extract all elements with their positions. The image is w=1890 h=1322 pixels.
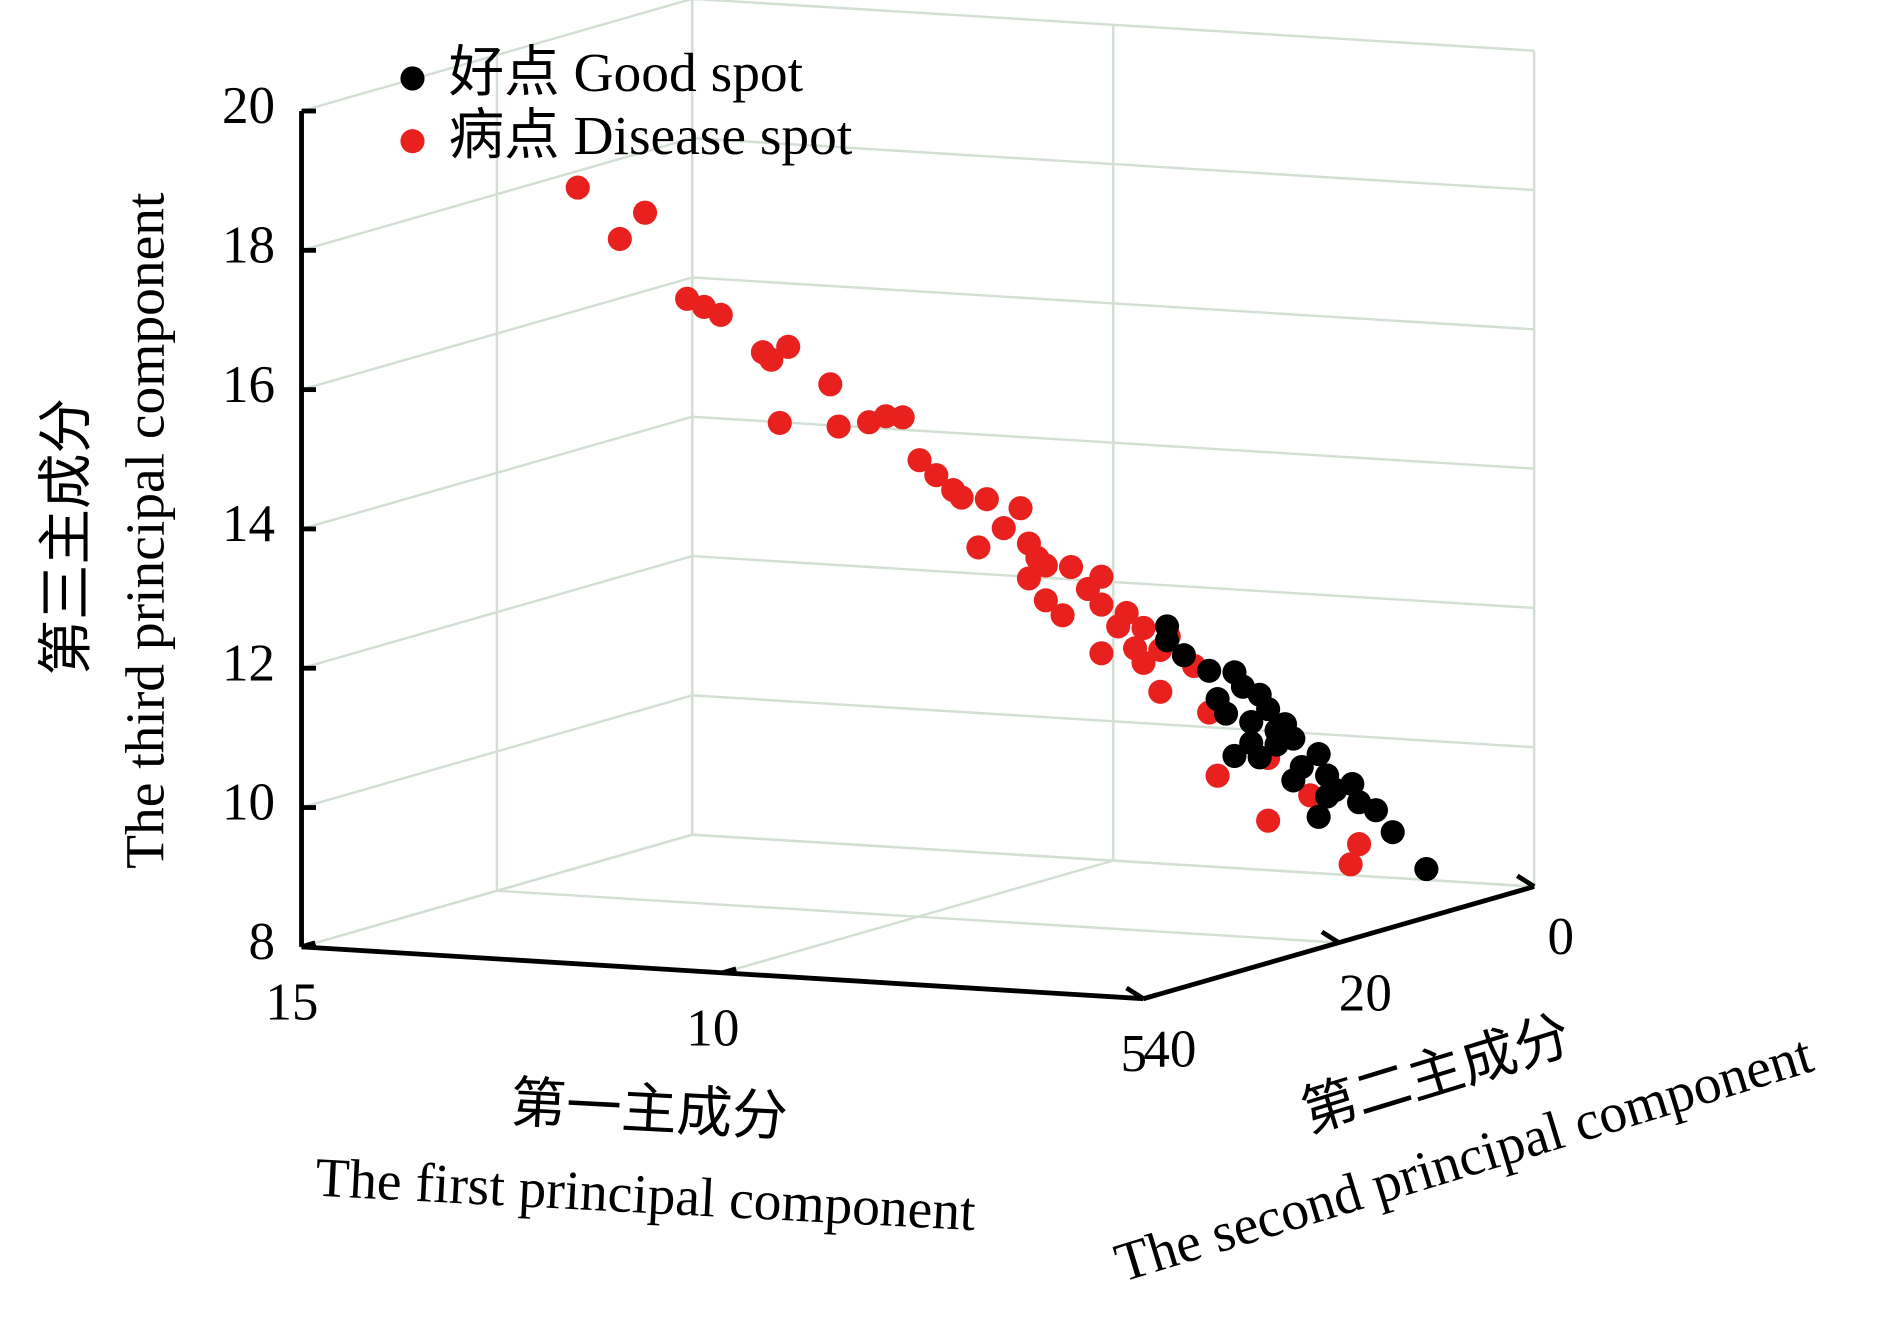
data-point [1131,615,1156,641]
data-point [826,414,851,439]
data-point [1256,697,1281,722]
data-point [924,463,949,488]
data-point [1205,763,1230,788]
data-point [1239,709,1264,735]
legend-marker [400,129,425,154]
data-point [1414,856,1439,882]
tick-mark [300,940,316,950]
data-point [1281,768,1306,793]
data-point [1197,658,1222,683]
data-point [1058,554,1084,580]
grid-line [691,0,1535,888]
data-point [1338,852,1363,877]
y-tick-label: 0 [1547,908,1574,966]
legend-label: 好点 Good spot [449,43,804,104]
z-tick-label: 12 [222,634,275,692]
z-tick-label: 10 [222,774,275,832]
data-point [1347,832,1372,857]
data-point [1380,820,1405,845]
data-point [1050,603,1075,628]
z-tick-label: 20 [222,77,275,135]
data-point [1247,745,1272,770]
data-point [1272,712,1298,737]
data-point [708,302,733,327]
x-tick-label: 5 [1120,1025,1147,1083]
data-point [1256,808,1281,833]
data-point [907,448,932,473]
data-point [1089,592,1114,617]
x-axis-label: 第一主成分 [509,1073,789,1148]
tick-mark [1125,985,1145,1001]
data-point [1171,643,1196,668]
data-point [890,405,915,430]
tick-mark [1516,873,1536,889]
axes: 8 10 12 14 16 18 20 5 10 15 0 20 40 [222,77,1574,1083]
z-tick-label: 18 [222,216,275,274]
data-point [1033,553,1058,578]
z-tick-label: 8 [248,913,275,971]
data-point [607,226,632,252]
data-point [1089,564,1114,589]
grid-line [495,54,1339,944]
z-axis-label: The third principal component [116,192,177,869]
data-point [565,175,590,200]
data-point [1315,784,1340,809]
data-point [1114,600,1139,626]
tick-mark [721,966,737,976]
data-point [1033,588,1058,613]
z-tick-label: 14 [222,495,275,553]
data-point [1016,566,1042,591]
legend-label: 病点 Disease spot [449,106,853,167]
legend-marker [400,66,425,91]
data-point [1148,679,1173,704]
points [565,175,1439,882]
data-point [759,347,784,372]
data-point [949,485,974,510]
tick-mark [1142,992,1158,1002]
data-point [1008,496,1033,521]
x-tick-label: 15 [265,973,318,1031]
data-point [1154,614,1180,639]
data-point [1306,742,1331,767]
data-point [1089,641,1114,666]
data-point [767,410,792,435]
grid-line [301,0,1535,113]
data-point [1306,804,1331,829]
data-point [1363,798,1389,823]
data-point [632,200,658,225]
data-point [1123,636,1148,661]
tick-mark [1320,929,1341,945]
y-tick-label: 20 [1339,964,1392,1022]
data-point [776,334,801,359]
data-point [1213,701,1239,726]
y-tick-label: 40 [1143,1020,1196,1078]
data-point [966,535,991,560]
x-tick-label: 10 [686,999,739,1057]
z-tick-label: 16 [222,356,275,414]
data-point [1340,771,1365,797]
data-point [974,487,999,512]
z-axis-label: 第三主成分 [37,398,98,675]
data-point [991,516,1016,541]
data-point [818,372,843,397]
data-point [1222,743,1247,768]
